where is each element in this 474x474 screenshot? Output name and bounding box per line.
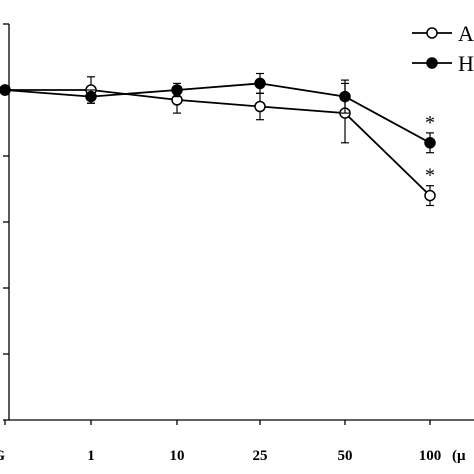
legend-marker <box>426 27 438 39</box>
data-point <box>254 100 266 113</box>
x-tick-label: G <box>0 448 5 464</box>
data-point <box>254 77 266 90</box>
data-point <box>424 137 436 149</box>
series-line <box>5 89 431 197</box>
data-point <box>171 84 183 96</box>
series-H: * <box>0 72 436 154</box>
series-line <box>4 82 431 144</box>
series-A: * <box>0 76 436 207</box>
data-point <box>0 84 11 96</box>
legend-label: A <box>458 21 474 46</box>
series-group: ** <box>0 72 436 207</box>
legend: AH <box>412 21 474 76</box>
axes <box>3 23 474 425</box>
x-tick-label: 1 <box>87 448 95 464</box>
significance-marker: * <box>425 165 435 187</box>
legend-label: H <box>458 51 474 76</box>
legend-marker <box>426 57 438 69</box>
x-tick-label: 100 <box>419 448 442 464</box>
data-point <box>85 90 97 103</box>
x-tick-label: 10 <box>170 448 185 464</box>
x-tick-labels: G 1 10 25 50 100 (μ <box>0 448 466 464</box>
x-tick-label: 25 <box>253 448 268 464</box>
x-unit-label: (μ <box>452 448 466 464</box>
data-point <box>424 189 436 202</box>
x-tick-label: 50 <box>338 448 353 464</box>
data-point <box>339 90 351 103</box>
significance-marker: * <box>425 112 435 134</box>
